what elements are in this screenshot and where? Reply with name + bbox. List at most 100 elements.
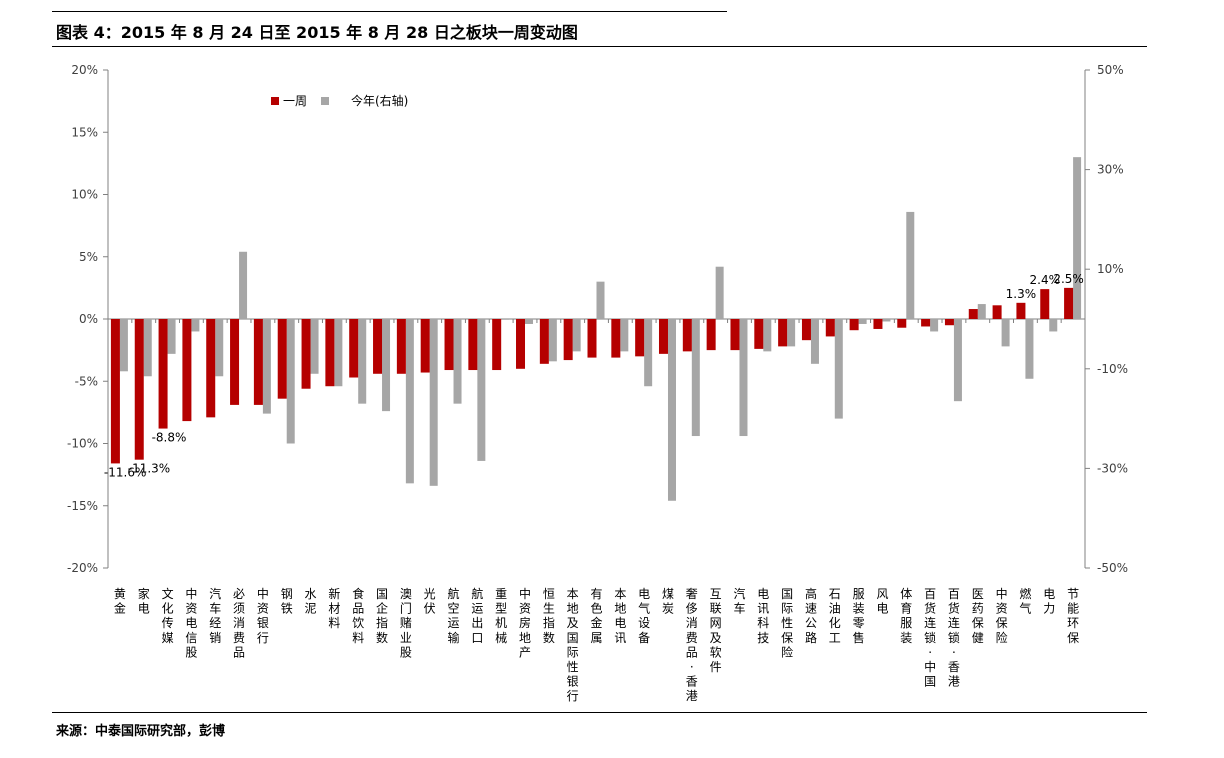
data-label: -11.3% [128, 462, 170, 476]
data-label: -11.6% [104, 465, 146, 479]
week-bar [516, 319, 526, 369]
week-bar [325, 319, 335, 387]
ytd-bar [334, 319, 343, 387]
ytd-bar [119, 319, 128, 372]
ytd-bar [644, 319, 653, 387]
category-label: 体育服装 [900, 587, 912, 645]
week-bar [897, 319, 907, 328]
category-label: 互联网及软件 [710, 587, 722, 674]
category-label: 食品饮料 [352, 586, 364, 645]
ytd-bar [1025, 319, 1034, 379]
ytd-bar [691, 319, 700, 437]
week-bar [1040, 289, 1050, 319]
left-tick-label: 20% [71, 63, 98, 77]
category-label: 汽车 [733, 586, 745, 616]
category-label: 重型机械 [495, 587, 507, 645]
ytd-bar [858, 319, 867, 324]
category-label: 高速公路 [805, 586, 817, 645]
week-bar [968, 309, 978, 319]
ytd-bar [429, 319, 438, 486]
category-label: 汽车经销 [209, 586, 221, 645]
title-rule [52, 46, 1147, 47]
ytd-bar [286, 319, 295, 444]
ytd-bar [215, 319, 224, 377]
category-label: 钢铁 [281, 587, 293, 616]
legend: 一周 今年(右轴) [271, 93, 408, 108]
left-tick-label: -20% [67, 561, 98, 575]
ytd-bar [953, 319, 962, 402]
week-bar [730, 319, 740, 351]
ytd-bar [834, 319, 843, 419]
week-bar [110, 319, 120, 464]
axes-group: 20% 15% 10% 5% 0% -5% -10% -15% -20% 50% 30% 10% -10… [67, 63, 1128, 575]
ytd-bar [262, 319, 271, 414]
week-bar [444, 319, 454, 371]
week-bar [230, 319, 240, 405]
figure-title: 图表 4：2015 年 8 月 24 日至 2015 年 8 月 28 日之板块… [56, 23, 578, 42]
left-tick-label: 5% [79, 250, 98, 264]
ytd-bar [977, 304, 986, 319]
week-bar [635, 319, 645, 357]
category-label: 本地及国际性银行 [567, 587, 579, 703]
ytd-bar [191, 319, 200, 332]
ytd-bar [596, 281, 605, 319]
week-bar [825, 319, 835, 337]
week-bar [158, 319, 168, 429]
week-bar [658, 319, 668, 354]
category-label: 文化传媒 [162, 586, 174, 645]
week-bar [611, 319, 621, 358]
category-label: 中资银行 [257, 586, 269, 645]
week-bar [253, 319, 263, 405]
right-tick-label: 10% [1097, 262, 1124, 276]
ytd-bar [548, 319, 557, 362]
ytd-bar [382, 319, 391, 412]
category-label: 航运出口 [471, 586, 483, 645]
ytd-bar [1049, 319, 1058, 332]
category-label: 百货连锁·中国 [924, 587, 936, 689]
week-bar [277, 319, 287, 399]
category-label: 石油化工 [829, 587, 841, 645]
ytd-bar [1073, 157, 1082, 319]
ytd-bar [1001, 319, 1010, 347]
right-tick-label: 50% [1097, 63, 1124, 77]
ytd-bar [501, 319, 510, 320]
ytd-bar [763, 319, 772, 352]
week-bar [849, 319, 859, 331]
category-label: 电力 [1043, 587, 1055, 616]
right-tick-label: 30% [1097, 163, 1124, 177]
top-rule [52, 11, 727, 12]
chart-area: 20% 15% 10% 5% 0% -5% -10% -15% -20% 50% 30% 10% -10… [0, 48, 1224, 713]
ytd-bar [525, 319, 534, 324]
category-label: 燃气 [1019, 586, 1031, 616]
ytd-bar [572, 319, 581, 352]
right-tick-label: -30% [1097, 461, 1128, 475]
category-label: 百货连锁·香港 [948, 587, 960, 689]
category-label: 奢侈消费品·香港 [686, 587, 698, 703]
week-bar [563, 319, 573, 361]
week-bar [1016, 302, 1026, 319]
legend-week-swatch [271, 97, 279, 105]
ytd-bar [906, 211, 915, 319]
week-bar [706, 319, 716, 351]
category-label: 黄金 [114, 587, 126, 616]
ytd-bar [930, 319, 939, 332]
category-label: 中资房地产 [519, 586, 531, 659]
week-bar [682, 319, 692, 352]
week-bar [420, 319, 430, 373]
ytd-bar [882, 319, 891, 322]
week-bar [134, 319, 144, 460]
category-label: 光伏 [424, 587, 436, 616]
category-label: 本地电讯 [614, 587, 626, 645]
category-label: 中资电信股 [185, 586, 197, 659]
legend-ytd-swatch [321, 97, 329, 105]
week-bar [778, 319, 788, 347]
category-label: 航空运输 [448, 586, 460, 645]
ytd-bar [620, 319, 629, 352]
category-label: 电讯科技 [757, 587, 769, 645]
category-label: 电气设备 [638, 587, 650, 645]
ytd-bar [453, 319, 462, 404]
left-tick-label: 0% [79, 312, 98, 326]
data-label: 2.5% [1053, 272, 1084, 286]
ytd-bar [310, 319, 319, 374]
bar-chart: 20% 15% 10% 5% 0% -5% -10% -15% -20% 50% 30% 10% -10… [67, 63, 1128, 703]
